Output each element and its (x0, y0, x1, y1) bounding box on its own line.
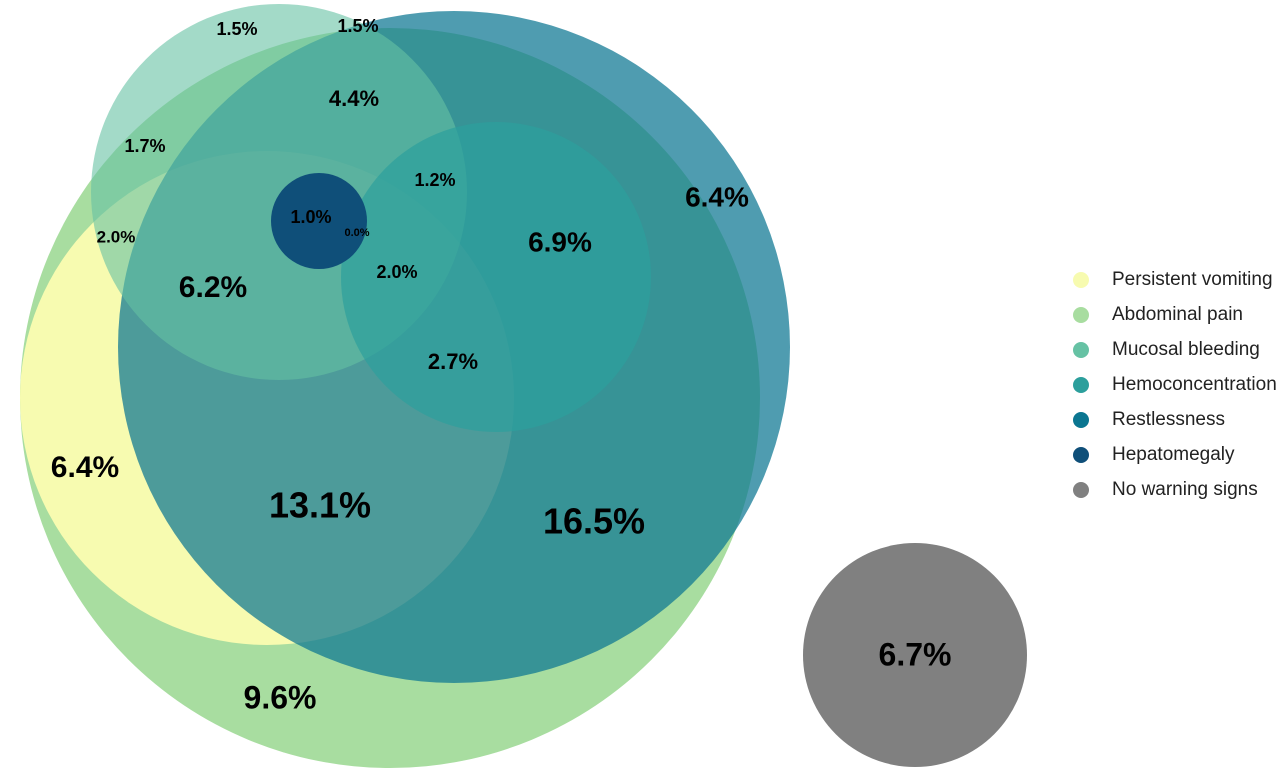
region-label: 13.1% (269, 485, 371, 526)
region-label: 16.5% (543, 501, 645, 542)
region-label: 0.0% (344, 227, 369, 239)
region-label: 6.4% (685, 181, 749, 212)
region-label: 1.7% (124, 136, 165, 156)
region-label: 2.7% (428, 349, 478, 374)
legend-label: Hepatomegaly (1112, 444, 1235, 465)
region-label: 4.4% (329, 86, 379, 111)
legend-label: No warning signs (1112, 479, 1258, 500)
set-circle (803, 543, 1027, 767)
legend-label: Restlessness (1112, 409, 1225, 430)
legend-marker (1073, 307, 1089, 323)
legend-marker (1073, 272, 1089, 288)
region-label: 1.0% (290, 207, 331, 227)
set-circle (271, 173, 367, 269)
region-label: 1.5% (337, 16, 378, 36)
legend-marker (1073, 447, 1089, 463)
region-label: 1.2% (414, 170, 455, 190)
legend-marker (1073, 482, 1089, 498)
region-label: 6.9% (528, 226, 592, 257)
region-label: 2.0% (376, 262, 417, 282)
region-label: 6.4% (51, 451, 119, 484)
region-label: 6.2% (179, 271, 247, 304)
legend-label: Mucosal bleeding (1112, 339, 1260, 360)
legend-label: Abdominal pain (1112, 304, 1243, 325)
region-label: 2.0% (97, 227, 136, 246)
set-circle (341, 122, 651, 432)
region-label: 9.6% (244, 679, 317, 715)
legend-label: Hemoconcentration (1112, 374, 1277, 395)
region-label: 6.7% (879, 636, 952, 672)
region-label: 1.5% (216, 19, 257, 39)
legend-marker (1073, 412, 1089, 428)
legend-marker (1073, 342, 1089, 358)
legend-marker (1073, 377, 1089, 393)
legend-label: Persistent vomiting (1112, 269, 1273, 290)
